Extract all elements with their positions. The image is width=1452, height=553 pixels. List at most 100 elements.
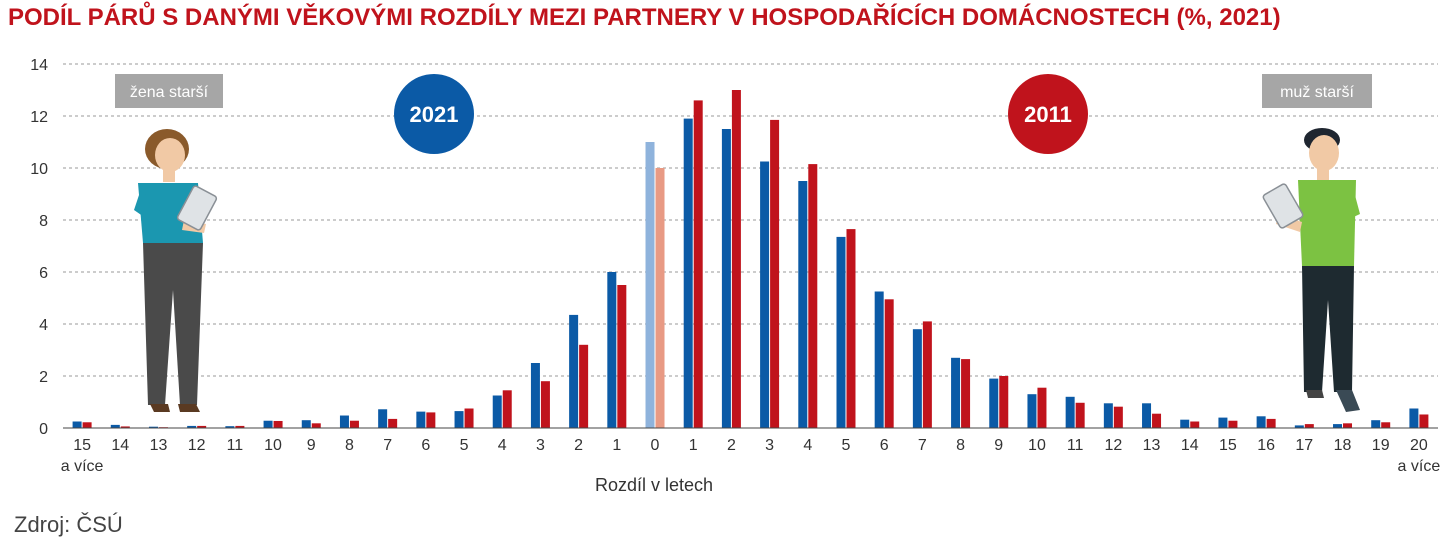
- x-tick-label: 10: [1028, 437, 1046, 454]
- x-tick-sublabel: a více: [61, 458, 104, 475]
- bar-2021-11: [492, 395, 502, 428]
- bar-2011-5: [273, 420, 283, 428]
- x-tick-label: 10: [264, 437, 282, 454]
- bar-2021-23: [951, 357, 961, 428]
- x-tick-label: 12: [188, 437, 206, 454]
- bar-2021-15: [645, 142, 655, 428]
- y-tick-label: 4: [39, 317, 48, 334]
- man-illustration: [1262, 128, 1360, 412]
- bars: [72, 90, 1429, 429]
- bar-2011-9: [426, 412, 436, 428]
- bar-2021-18: [760, 161, 770, 428]
- x-tick-label: 14: [1181, 437, 1199, 454]
- x-tick-sublabel: a více: [1398, 458, 1441, 475]
- x-tick-label: 1: [612, 437, 621, 454]
- tag-woman-older-bg: [115, 74, 223, 108]
- x-tick-label: 19: [1372, 437, 1390, 454]
- bar-2021-22: [912, 329, 922, 428]
- bar-2021-0: [72, 421, 82, 428]
- badge-2021-circle: [394, 74, 474, 154]
- bar-2021-29: [1180, 419, 1190, 428]
- tag-man-older: muž starší: [1262, 74, 1372, 108]
- bar-2021-6: [301, 420, 311, 428]
- bar-2021-25: [1027, 394, 1037, 428]
- x-tick-label: 16: [1257, 437, 1275, 454]
- y-tick-label: 2: [39, 369, 48, 386]
- bar-2021-32: [1294, 425, 1304, 428]
- x-tick-label: 3: [765, 437, 774, 454]
- bar-2021-31: [1256, 416, 1266, 428]
- bar-2021-9: [416, 411, 426, 428]
- x-tick-label: 14: [111, 437, 129, 454]
- woman-illustration: [134, 129, 218, 412]
- y-tick-label: 14: [30, 57, 48, 74]
- bar-2021-34: [1371, 420, 1381, 428]
- x-tick-label: 4: [803, 437, 812, 454]
- badge-2021-text: 2021: [410, 102, 459, 127]
- man-trousers: [1302, 266, 1354, 392]
- bar-2021-28: [1142, 403, 1152, 428]
- bar-2011-15: [655, 168, 665, 428]
- man-tablet: [1262, 183, 1304, 229]
- tag-woman-older-text: žena starší: [130, 84, 209, 101]
- x-tick-label: 1: [689, 437, 698, 454]
- woman-trousers: [143, 243, 203, 405]
- bar-2011-12: [540, 381, 550, 428]
- x-tick-label: 9: [307, 437, 316, 454]
- bar-2011-11: [502, 390, 512, 428]
- bar-2021-2: [148, 426, 158, 428]
- bar-2011-0: [82, 422, 92, 428]
- bar-2011-24: [999, 376, 1009, 428]
- tag-woman-older: žena starší: [115, 74, 223, 108]
- bar-2011-1: [120, 426, 130, 428]
- bar-2021-26: [1065, 396, 1075, 428]
- x-tick-label: 11: [1067, 437, 1084, 454]
- x-tick-label: 7: [918, 437, 927, 454]
- x-tick-label: 0: [651, 437, 660, 454]
- woman-face: [155, 138, 185, 172]
- source-note: Zdroj: ČSÚ: [14, 512, 123, 537]
- badge-2011-circle: [1008, 74, 1088, 154]
- bar-2011-30: [1228, 420, 1238, 428]
- badge-2011-text: 2011: [1024, 102, 1072, 127]
- bar-2021-33: [1333, 424, 1343, 428]
- man-shoe-left: [1306, 390, 1324, 398]
- bar-2021-30: [1218, 417, 1228, 428]
- x-tick-label: 3: [536, 437, 545, 454]
- bar-2021-14: [607, 272, 617, 428]
- x-tick-label: 5: [842, 437, 851, 454]
- bar-2011-29: [1190, 421, 1200, 428]
- bar-2011-35: [1419, 414, 1429, 428]
- bar-2011-28: [1152, 413, 1162, 428]
- bar-2021-7: [339, 415, 349, 428]
- bar-2011-34: [1381, 422, 1391, 428]
- x-tick-label: 4: [498, 437, 507, 454]
- x-tick-label: 12: [1104, 437, 1122, 454]
- bar-2021-5: [263, 420, 273, 428]
- bar-2021-20: [836, 236, 846, 428]
- x-tick-label: 13: [1143, 437, 1161, 454]
- chart-title: PODÍL PÁRŮ S DANÝMI VĚKOVÝMI ROZDÍLY MEZ…: [8, 4, 1281, 31]
- y-tick-label: 6: [39, 265, 48, 282]
- bar-2011-26: [1075, 402, 1085, 428]
- y-axis-ticks: 0 2 4 6 8 10 12 14: [30, 57, 48, 438]
- bar-2011-21: [884, 299, 894, 428]
- bar-2021-35: [1409, 408, 1419, 428]
- x-tick-label: 15: [73, 437, 91, 454]
- man-face: [1309, 135, 1339, 171]
- x-tick-label: 6: [421, 437, 430, 454]
- x-tick-label: 15: [1219, 437, 1237, 454]
- x-tick-label: 6: [880, 437, 889, 454]
- man-arm-right: [1330, 184, 1360, 226]
- bar-2011-27: [1113, 406, 1123, 428]
- woman-tablet: [176, 185, 218, 231]
- bar-2011-16: [693, 100, 703, 429]
- bar-2021-17: [721, 129, 731, 428]
- x-tick-label: 11: [227, 437, 244, 454]
- bar-2011-18: [770, 119, 780, 429]
- bar-2011-33: [1343, 423, 1353, 428]
- tag-man-older-text: muž starší: [1280, 84, 1354, 101]
- man-shirt: [1298, 180, 1356, 266]
